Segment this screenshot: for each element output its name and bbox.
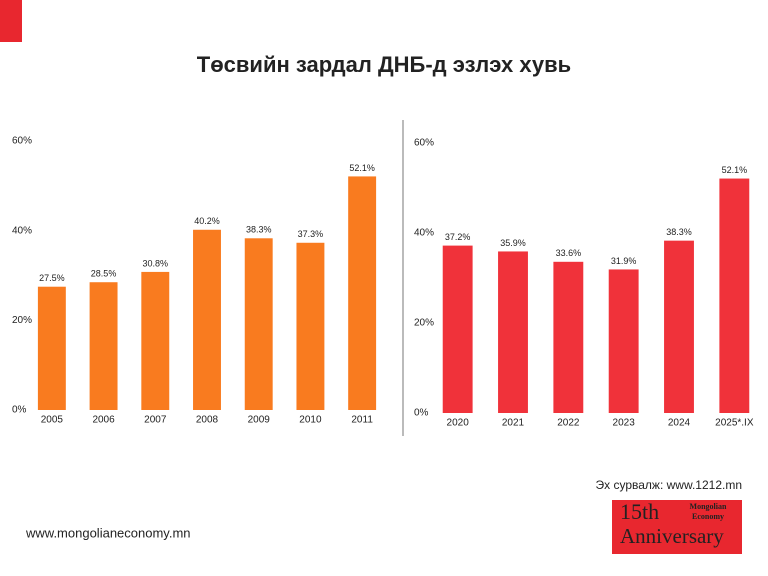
x-tick-label: 2011 bbox=[351, 415, 373, 426]
bar bbox=[608, 269, 639, 413]
x-tick-label: 2005 bbox=[41, 415, 64, 426]
x-tick-label: 2020 bbox=[447, 418, 470, 429]
x-tick-label: 2006 bbox=[92, 415, 115, 426]
title: Төсвийн зардал ДНБ-д эзлэх хувь bbox=[197, 52, 571, 77]
y-tick-label: 40% bbox=[414, 228, 434, 239]
value-label: 37.3% bbox=[298, 229, 324, 239]
y-tick-label: 20% bbox=[414, 318, 434, 329]
y-tick-label: 0% bbox=[414, 408, 429, 419]
value-label: 37.2% bbox=[445, 232, 471, 242]
bar bbox=[193, 229, 221, 410]
x-tick-label: 2023 bbox=[613, 418, 636, 429]
bar bbox=[89, 282, 118, 410]
bar bbox=[244, 238, 273, 410]
logo-box bbox=[612, 500, 742, 554]
value-label: 38.3% bbox=[666, 227, 692, 237]
value-label: 31.9% bbox=[611, 256, 637, 266]
y-tick-label: 60% bbox=[12, 136, 32, 147]
logo-brand: Mongolian bbox=[690, 502, 727, 511]
x-tick-label: 2007 bbox=[144, 415, 167, 426]
value-label: 52.1% bbox=[722, 165, 748, 175]
x-tick-label: 2009 bbox=[248, 415, 271, 426]
bar bbox=[141, 271, 170, 410]
value-label: 30.8% bbox=[143, 258, 169, 268]
value-label: 38.3% bbox=[246, 225, 272, 235]
bar bbox=[498, 251, 528, 413]
x-tick-label: 2021 bbox=[502, 418, 525, 429]
bar bbox=[296, 242, 325, 410]
x-tick-label: 2008 bbox=[196, 415, 219, 426]
x-tick-label: 2022 bbox=[557, 418, 580, 429]
logo-number: 15th bbox=[620, 499, 659, 524]
value-label: 40.2% bbox=[194, 216, 220, 226]
logo-brand: Economy bbox=[692, 512, 724, 521]
x-tick-label: 2025*.IX bbox=[715, 418, 754, 429]
bar bbox=[442, 245, 473, 413]
bar bbox=[719, 178, 750, 413]
y-tick-label: 40% bbox=[12, 225, 32, 236]
website: www.mongolianeconomy.mn bbox=[25, 525, 191, 540]
y-tick-label: 0% bbox=[12, 405, 27, 416]
value-label: 27.5% bbox=[39, 273, 65, 283]
x-tick-label: 2024 bbox=[668, 418, 691, 429]
bar bbox=[37, 286, 66, 410]
value-label: 33.6% bbox=[556, 248, 582, 258]
bar bbox=[664, 240, 694, 413]
source: Эх сурвалж: www.1212.mn bbox=[596, 478, 742, 492]
value-label: 35.9% bbox=[500, 238, 526, 248]
corner-accent bbox=[0, 0, 22, 42]
bar bbox=[348, 176, 377, 410]
y-tick-label: 20% bbox=[12, 315, 32, 326]
x-tick-label: 2010 bbox=[299, 415, 322, 426]
value-label: 28.5% bbox=[91, 269, 117, 279]
logo-text: Anniversary bbox=[620, 524, 724, 548]
value-label: 52.1% bbox=[349, 163, 375, 173]
y-tick-label: 60% bbox=[414, 138, 434, 149]
bar bbox=[553, 261, 584, 413]
